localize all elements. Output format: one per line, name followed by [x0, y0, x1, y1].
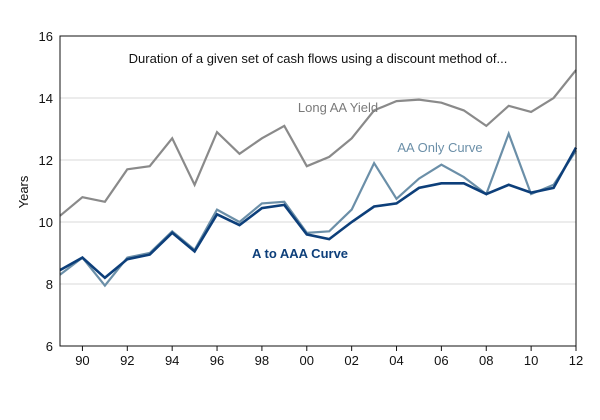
series-line-long-aa-yield — [59, 69, 577, 217]
series-line-a-to-aaa-curve — [59, 146, 578, 280]
series-label-long-aa-yield: Long AA Yield — [298, 100, 378, 115]
x-tick-label-98: 98 — [255, 353, 269, 368]
chart-title: Duration of a given set of cash flows us… — [129, 51, 508, 66]
series-line-aa-only-curve — [59, 130, 577, 288]
series-label-a-to-aaa-curve: A to AAA Curve — [252, 246, 348, 261]
y-tick-label-14: 14 — [39, 91, 53, 106]
x-tick-label-96: 96 — [210, 353, 224, 368]
x-tick-label-92: 92 — [120, 353, 134, 368]
x-tick-label-12: 12 — [569, 353, 583, 368]
y-axis-label: Years — [16, 175, 31, 208]
y-tick-label-6: 6 — [46, 339, 53, 354]
x-tick-label-10: 10 — [524, 353, 538, 368]
x-tick-label-06: 06 — [434, 353, 448, 368]
plot-frame — [59, 35, 577, 347]
x-axis: 90 92 94 96 98 00 02 04 06 08 10 12 — [75, 346, 583, 368]
y-tick-label-10: 10 — [39, 215, 53, 230]
gridlines — [60, 97, 576, 285]
y-tick-label-8: 8 — [46, 277, 53, 292]
x-tick-label-94: 94 — [165, 353, 179, 368]
y-tick-label-16: 16 — [39, 29, 53, 44]
y-tick-label-12: 12 — [39, 153, 53, 168]
x-tick-label-04: 04 — [389, 353, 403, 368]
x-tick-label-00: 00 — [300, 353, 314, 368]
x-tick-label-02: 02 — [344, 353, 358, 368]
series-label-aa-only-curve: AA Only Curve — [397, 140, 482, 155]
x-tick-label-90: 90 — [75, 353, 89, 368]
x-tick-label-08: 08 — [479, 353, 493, 368]
y-axis: 6 8 10 12 14 16 — [39, 29, 53, 354]
series-lines — [59, 69, 578, 288]
